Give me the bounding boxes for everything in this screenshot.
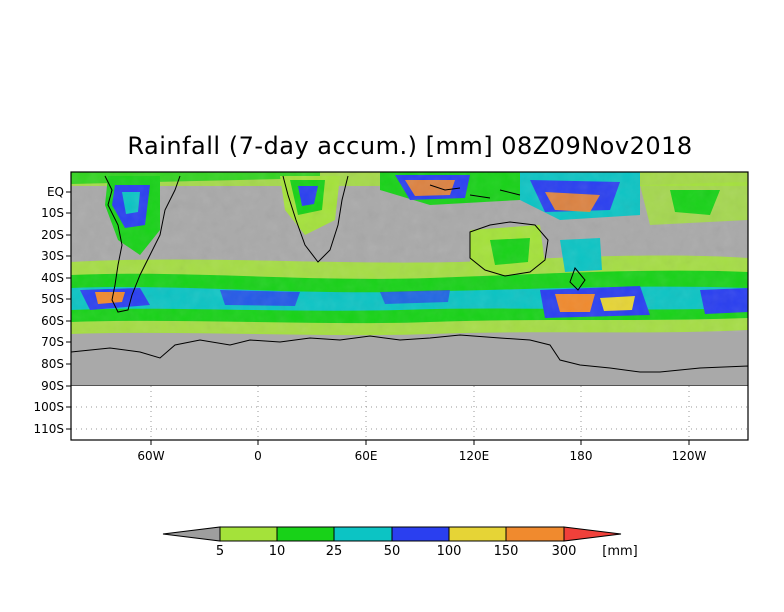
colorbar-bin-2: [276, 526, 335, 542]
colorbar-bin-4: [391, 526, 450, 542]
lon-label-180: 180: [570, 449, 593, 463]
lon-label-60e: 60E: [355, 449, 378, 463]
colorbar-bin-under: [162, 526, 221, 542]
lat-label-20s: 20S: [41, 228, 64, 242]
lon-label-120w: 120W: [672, 449, 707, 463]
colorbar-tick-100: 100: [437, 544, 462, 559]
colorbar-bin-over: [563, 526, 622, 542]
lon-label-120e: 120E: [459, 449, 490, 463]
lat-axis: EQ 10S 20S 30S 40S 50S 60S 70S 80S 90S 1…: [33, 185, 71, 436]
colorbar-tick-150: 150: [494, 544, 519, 559]
lat-label-30s: 30S: [41, 249, 64, 263]
lat-label-60s: 60S: [41, 314, 64, 328]
colorbar-tick-25: 25: [326, 544, 343, 559]
colorbar-tick-10: 10: [269, 544, 286, 559]
colorbar-bin-5: [448, 526, 507, 542]
lat-label-50s: 50S: [41, 292, 64, 306]
lat-label-40s: 40S: [41, 271, 64, 285]
colorbar-tick-300: 300: [552, 544, 577, 559]
lat-label-80s: 80S: [41, 357, 64, 371]
map-border: [70, 171, 749, 441]
colorbar-unit: [mm]: [602, 544, 637, 559]
lat-label-eq: EQ: [47, 185, 64, 199]
colorbar-tick-5: 5: [216, 544, 224, 559]
rain-field: [71, 172, 748, 386]
colorbar-bin-6: [505, 526, 565, 542]
colorbar-tick-50: 50: [384, 544, 401, 559]
lat-label-90s: 90S: [41, 379, 64, 393]
coastlines: [104, 175, 586, 313]
lat-label-100s: 100S: [33, 400, 64, 414]
colorbar-bin-3: [333, 526, 393, 542]
gridlines: [71, 386, 748, 440]
colorbar: 5 10 25 50 100 150 300 [mm]: [162, 526, 638, 559]
lat-label-110s: 110S: [33, 422, 64, 436]
lat-label-70s: 70S: [41, 335, 64, 349]
colorbar-bin-1: [219, 526, 278, 542]
lon-axis: 60W 0 60E 120E 180 120W: [137, 440, 707, 463]
figure-title: Rainfall (7-day accum.) [mm] 08Z09Nov201…: [127, 132, 693, 160]
lon-label-60w: 60W: [137, 449, 164, 463]
lat-label-10s: 10S: [41, 206, 64, 220]
lon-label-0: 0: [254, 449, 262, 463]
